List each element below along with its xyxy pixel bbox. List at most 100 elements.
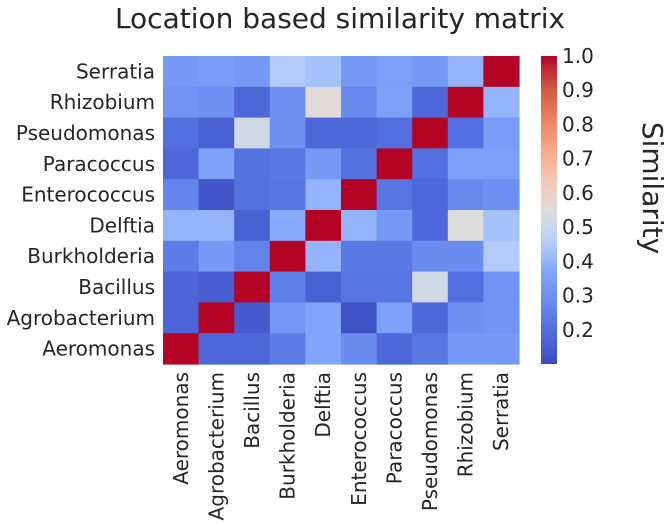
heatmap-cell bbox=[483, 86, 520, 119]
heatmap-cell bbox=[305, 148, 342, 180]
colorbar-tick-label: 1.0 bbox=[562, 44, 594, 68]
heatmap-cell bbox=[412, 117, 449, 149]
heatmap-cell bbox=[305, 56, 342, 88]
heatmap-cell bbox=[447, 302, 484, 334]
heatmap-cell bbox=[341, 333, 378, 365]
y-axis-labels: Serratia Rhizobium Pseudomonas Paracoccus En… bbox=[7, 59, 155, 360]
heatmap-cell bbox=[376, 117, 413, 149]
heatmap-cell bbox=[483, 148, 520, 180]
heatmap-cell bbox=[447, 271, 484, 303]
heatmap-cell bbox=[483, 117, 520, 149]
x-tick-label: Serratia bbox=[489, 372, 513, 451]
heatmap-cell bbox=[412, 86, 449, 119]
heatmap-cell bbox=[198, 333, 235, 365]
heatmap-cell bbox=[412, 271, 449, 303]
heatmap-cell bbox=[483, 210, 520, 242]
heatmap-cell bbox=[234, 179, 271, 211]
heatmap-cell bbox=[483, 240, 520, 273]
heatmap-cell bbox=[483, 302, 520, 334]
heatmap-cell bbox=[269, 86, 306, 119]
heatmap-cell bbox=[376, 302, 413, 334]
x-tick-label: Burkholderia bbox=[276, 372, 300, 500]
heatmap-cell bbox=[234, 148, 271, 180]
heatmap-cell bbox=[376, 240, 413, 273]
heatmap-cell bbox=[269, 210, 306, 242]
colorbar-tick-label: 0.3 bbox=[562, 284, 594, 308]
y-tick-label: Burkholderia bbox=[27, 244, 155, 268]
heatmap-cell bbox=[234, 240, 271, 273]
heatmap-cell bbox=[376, 179, 413, 211]
heatmap-cell bbox=[447, 117, 484, 149]
heatmap-cell bbox=[234, 117, 271, 149]
heatmap-cell bbox=[341, 302, 378, 334]
colorbar-tick-label: 0.8 bbox=[562, 112, 594, 136]
heatmap-cell bbox=[198, 148, 235, 180]
colorbar-tick-label: 0.6 bbox=[562, 181, 594, 205]
heatmap-cell bbox=[483, 271, 520, 303]
heatmap-cell bbox=[163, 210, 200, 242]
heatmap-cell bbox=[341, 86, 378, 119]
colorbar-tick-label: 0.5 bbox=[562, 215, 594, 239]
heatmap-cell bbox=[163, 333, 200, 365]
heatmap-cell bbox=[305, 240, 342, 273]
heatmap-cell bbox=[376, 210, 413, 242]
y-tick-label: Aeromonas bbox=[42, 337, 155, 361]
heatmap-cell bbox=[483, 179, 520, 211]
heatmap-cell bbox=[234, 86, 271, 119]
heatmap-cell bbox=[234, 333, 271, 365]
x-tick-label: Delftia bbox=[311, 372, 335, 438]
heatmap-cell bbox=[198, 56, 235, 88]
y-tick-label: Serratia bbox=[76, 59, 155, 83]
heatmap-cell bbox=[341, 179, 378, 211]
heatmap-cell bbox=[163, 240, 200, 273]
heatmap-cell bbox=[305, 117, 342, 149]
heatmap-cell bbox=[412, 333, 449, 365]
heatmap-cell bbox=[269, 302, 306, 334]
chart-title: Location based similarity matrix bbox=[115, 2, 565, 35]
y-tick-label: Agrobacterium bbox=[7, 306, 155, 330]
heatmap-cell bbox=[412, 148, 449, 180]
heatmap-cell bbox=[269, 179, 306, 211]
colorbar-tick-label: 0.2 bbox=[562, 318, 594, 342]
colorbar-tick-label: 0.7 bbox=[562, 147, 594, 171]
heatmap-cell bbox=[198, 86, 235, 119]
heatmap-cell bbox=[163, 271, 200, 303]
heatmap-cell bbox=[412, 210, 449, 242]
heatmap-cell bbox=[269, 117, 306, 149]
heatmap-cell bbox=[412, 179, 449, 211]
heatmap-cell bbox=[163, 148, 200, 180]
heatmap-cell bbox=[447, 210, 484, 242]
heatmap-cell bbox=[234, 271, 271, 303]
heatmap-cell bbox=[234, 210, 271, 242]
heatmap-cell bbox=[447, 333, 484, 365]
heatmap-cell bbox=[412, 240, 449, 273]
heatmap-cell bbox=[341, 148, 378, 180]
x-axis-labels: Aeromonas Agrobacterium Bacillus Burkholder… bbox=[169, 372, 513, 520]
heatmap-cell bbox=[341, 240, 378, 273]
heatmap-cell bbox=[305, 179, 342, 211]
heatmap-cell bbox=[198, 117, 235, 149]
heatmap-cell bbox=[234, 302, 271, 334]
heatmap-cell bbox=[163, 179, 200, 211]
colorbar bbox=[541, 56, 557, 364]
heatmap-cell bbox=[163, 56, 200, 88]
heatmap-cell bbox=[163, 302, 200, 334]
colorbar-ticks: 1.0 0.9 0.8 0.7 0.6 0.5 0.4 0.3 0.2 bbox=[562, 44, 594, 342]
y-tick-label: Bacillus bbox=[78, 275, 155, 299]
heatmap-cell bbox=[341, 117, 378, 149]
colorbar-tick-label: 0.4 bbox=[562, 249, 594, 273]
heatmap-cell bbox=[412, 56, 449, 88]
x-tick-label: Enterococcus bbox=[347, 372, 371, 506]
heatmap-cell bbox=[198, 302, 235, 334]
heatmap-cell bbox=[483, 56, 520, 88]
heatmap-cell bbox=[305, 210, 342, 242]
heatmap-cell bbox=[376, 86, 413, 119]
heatmap-cell bbox=[269, 148, 306, 180]
heatmap-cell bbox=[447, 179, 484, 211]
heatmap-cell bbox=[198, 271, 235, 303]
heatmap-cell bbox=[305, 271, 342, 303]
heatmap-cell bbox=[376, 148, 413, 180]
heatmap-cell bbox=[376, 56, 413, 88]
y-tick-label: Delftia bbox=[89, 213, 155, 237]
